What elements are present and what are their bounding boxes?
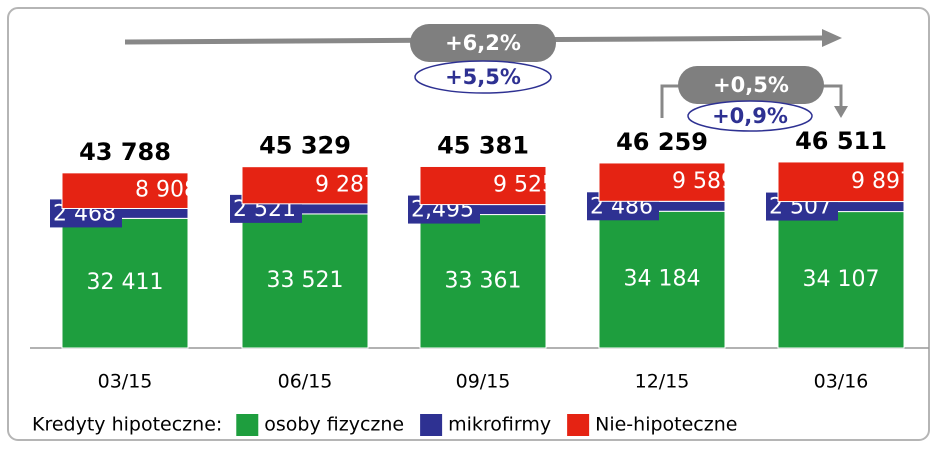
annotation: +5,5% — [445, 65, 521, 89]
annotation-pill — [410, 24, 556, 62]
bar-segment — [598, 162, 726, 202]
value-label: 9 287 — [315, 172, 378, 197]
legend-swatch — [236, 414, 259, 436]
frame — [7, 7, 930, 441]
bar-segment — [61, 172, 189, 209]
annotation-ellipse — [687, 100, 813, 132]
annotation: +6,2% — [445, 31, 521, 55]
bar-segment — [777, 161, 905, 203]
x-tick-label: 06/15 — [278, 371, 333, 393]
legend-title: Kredyty hipoteczne: — [32, 414, 222, 436]
bar-segment — [241, 166, 369, 205]
x-tick-label: 12/15 — [635, 371, 690, 393]
value-label: 33 361 — [445, 268, 522, 293]
bar-segment — [419, 214, 547, 349]
value-label: 34 184 — [624, 267, 701, 292]
value-label: 8 908 — [135, 178, 198, 203]
total-label: 46 259 — [616, 128, 708, 156]
x-tick-label: 03/16 — [814, 371, 869, 393]
value-label: 9 525 — [493, 173, 556, 198]
bar-segment — [419, 165, 547, 206]
total-label: 45 381 — [437, 131, 529, 159]
value-label: 32 411 — [87, 270, 164, 295]
value-label: 34 107 — [803, 267, 880, 292]
value-label: 9 897 — [851, 169, 914, 194]
bar-segment — [777, 211, 905, 349]
arrow-head — [834, 106, 848, 118]
legend-label: mikrofirmy — [448, 414, 551, 436]
total-label: 46 511 — [795, 127, 887, 155]
annotation-ellipse — [414, 60, 552, 94]
annotation: +0,9% — [712, 104, 788, 128]
value-label: 33 521 — [267, 268, 344, 293]
legend-label: Nie-hipoteczne — [595, 414, 737, 436]
x-tick-label: 09/15 — [456, 371, 511, 393]
arrow-head — [822, 29, 842, 47]
bar-segment — [241, 213, 369, 349]
legend-swatch — [567, 414, 590, 436]
annotation-pill — [678, 66, 824, 104]
value-label: 9 589 — [672, 169, 735, 194]
total-label: 43 788 — [79, 138, 171, 166]
x-tick-label: 03/15 — [98, 371, 153, 393]
total-label: 45 329 — [259, 132, 351, 160]
legend-swatch — [420, 414, 443, 436]
annotation: +0,5% — [713, 73, 789, 97]
legend-label: osoby fizyczne — [264, 414, 404, 436]
bar-segment — [598, 210, 726, 349]
